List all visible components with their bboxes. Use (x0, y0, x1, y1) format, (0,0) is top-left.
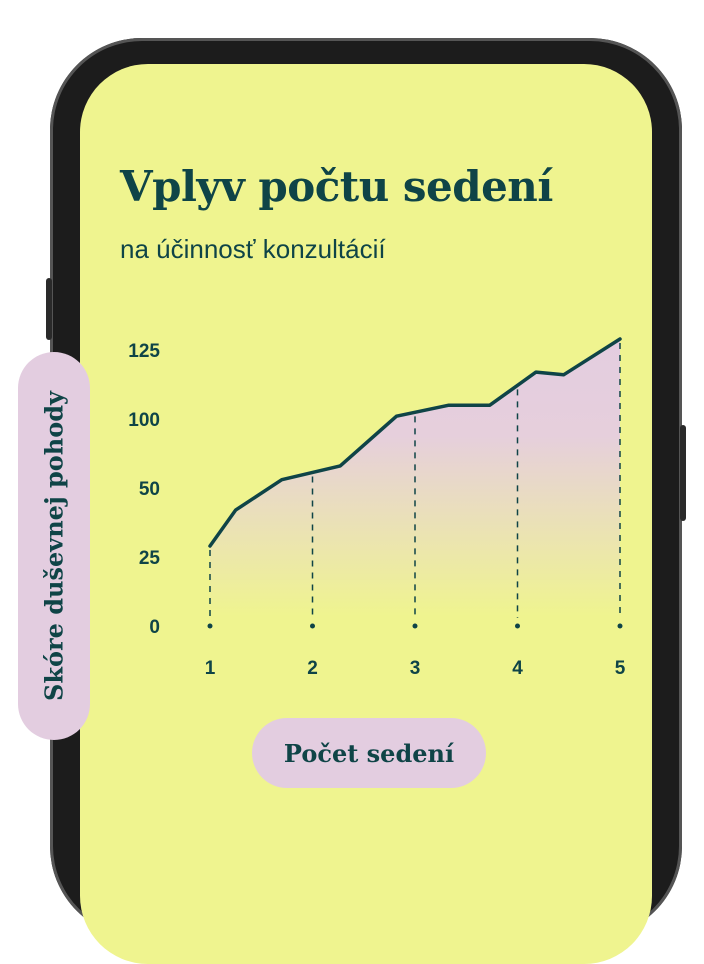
x-tick-dot (515, 624, 520, 629)
y-tick-label: 100 (128, 410, 160, 431)
x-tick-label: 2 (307, 658, 318, 679)
x-tick-dot (208, 624, 213, 629)
x-tick-dot (310, 624, 315, 629)
x-tick-dot (618, 624, 623, 629)
y-tick-label: 25 (139, 548, 161, 569)
x-tick-label: 5 (615, 658, 626, 679)
y-tick-label: 50 (139, 479, 160, 500)
x-axis-label-pill: Počet sedení (252, 718, 486, 788)
x-tick-label: 4 (512, 658, 523, 679)
chart-svg: 0 25 50 100 125 1 2 3 4 5 (0, 0, 704, 836)
x-tick-label: 3 (410, 658, 421, 679)
x-tick-label: 1 (205, 658, 216, 679)
y-tick-label: 125 (128, 341, 160, 362)
y-tick-label: 0 (149, 617, 160, 638)
x-tick-dot (413, 624, 418, 629)
x-axis-label: Počet sedení (284, 739, 454, 768)
y-axis-label: Skóre duševnej pohody (40, 391, 69, 701)
